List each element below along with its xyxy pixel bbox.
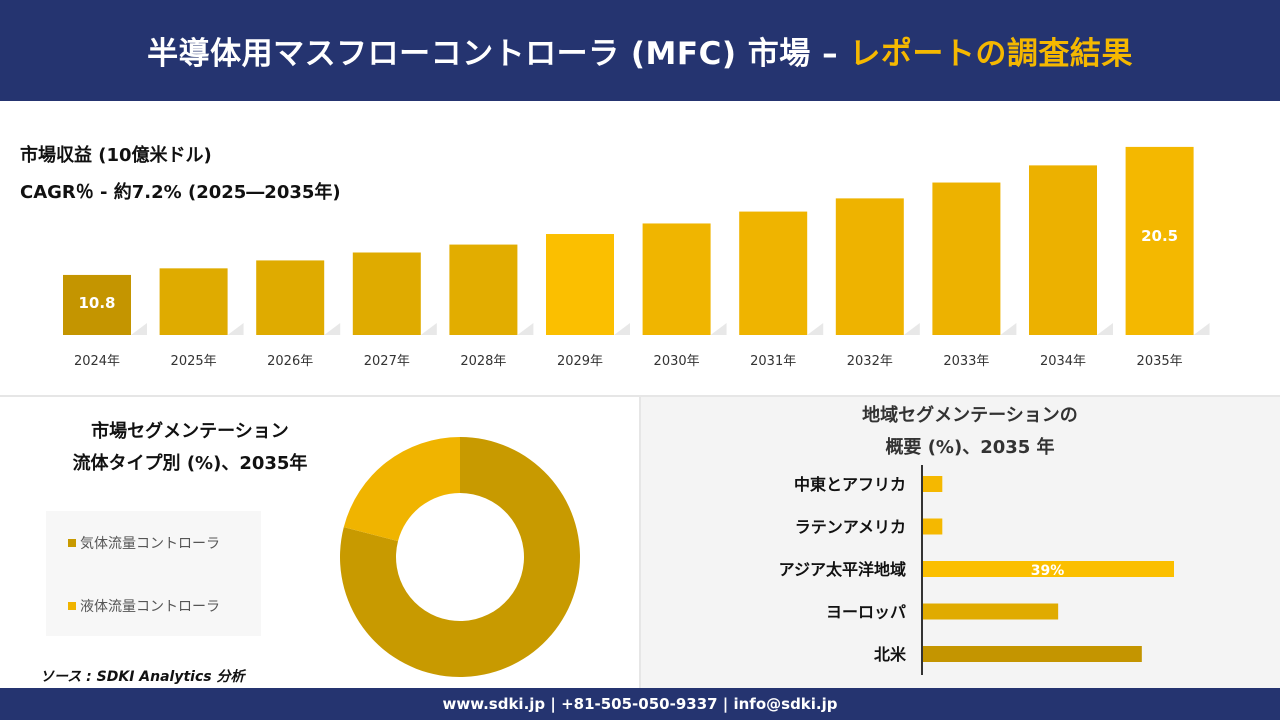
revenue-bar-chart: 2024年 10.8 2025年 2026年 2027年 2028年 2029年 2030年 2… <box>63 146 1210 369</box>
region-bar <box>923 561 1174 577</box>
divider <box>639 397 641 688</box>
bar-shadow <box>1097 323 1113 335</box>
bar-2030年 <box>642 223 711 335</box>
bar-shadow <box>1193 323 1210 335</box>
region-chart-title: 地域セグメンテーションの 概要 (%)、2035 年 <box>862 405 1078 458</box>
bar-2034年 <box>1029 165 1097 335</box>
bar-shadow <box>517 323 534 335</box>
bar-shadow <box>710 323 727 335</box>
x-tick-label: 2032年 <box>847 354 893 369</box>
title-highlight: レポートの調査結果 <box>849 36 1133 72</box>
bar-2024年 <box>63 274 131 335</box>
region-label: 北米 <box>874 645 907 664</box>
bar-shadow <box>807 323 824 335</box>
bar-shadow <box>614 323 630 335</box>
bar-2032年 <box>835 198 904 335</box>
bar-2029年 <box>546 234 614 335</box>
divider <box>0 395 1280 397</box>
footer-contact: www.sdki.jp | +81-505-050-9337 | info@sd… <box>0 688 1280 720</box>
page-title: 半導体用マスフローコントローラ (MFC) 市場 – レポートの調査結果 <box>0 0 1280 101</box>
bar-2025年 <box>159 268 228 335</box>
bar-data-label: 20.5 <box>1141 227 1178 245</box>
cagr-label: CAGR％ - 約7.2% (2025―2035年) <box>20 182 341 203</box>
fluid-chart-title: 市場セグメンテーション 流体タイプ別 (%)、2035年 <box>72 421 308 474</box>
region-label: ヨーロッパ <box>826 603 906 622</box>
bar-shadow <box>227 323 244 335</box>
legend-swatch <box>68 539 76 547</box>
bar-shadow <box>903 323 920 335</box>
region-bar <box>923 518 943 535</box>
donut-slice-liquid <box>343 437 460 542</box>
revenue-unit-label: 市場収益 (10億米ドル) <box>20 145 212 166</box>
bar-shadow <box>131 323 147 335</box>
region-label: アジア太平洋地域 <box>779 560 906 579</box>
bar-2026年 <box>256 260 325 335</box>
donut-slice-gas <box>340 437 580 677</box>
region-bar <box>923 646 1142 662</box>
legend-swatch <box>68 602 76 610</box>
title-main: 半導体用マスフローコントローラ (MFC) 市場 – <box>147 36 839 72</box>
region-label: 中東とアフリカ <box>794 475 906 494</box>
bar-shadow <box>1000 323 1017 335</box>
bar-2031年 <box>739 211 808 335</box>
x-tick-label: 2026年 <box>267 354 313 369</box>
legend-item: 液体流量コントローラ <box>68 596 220 616</box>
source-note: ソース : SDKI Analytics 分析 <box>40 669 245 685</box>
bar-shadow <box>324 323 341 335</box>
region-bar <box>923 476 943 492</box>
bar-data-label: 10.8 <box>78 294 115 312</box>
x-tick-label: 2029年 <box>557 354 603 369</box>
x-tick-label: 2031年 <box>750 354 796 369</box>
legend-item: 気体流量コントローラ <box>68 533 220 553</box>
bar-2033年 <box>932 182 1001 335</box>
x-tick-label: 2027年 <box>364 354 410 369</box>
x-tick-label: 2033年 <box>943 354 989 369</box>
bar-2028年 <box>449 244 518 335</box>
x-tick-label: 2025年 <box>171 354 217 369</box>
region-panel <box>641 397 1280 688</box>
fluid-donut-chart <box>340 437 580 677</box>
region-data-label: 39% <box>1031 563 1065 579</box>
x-tick-label: 2028年 <box>460 354 506 369</box>
region-bar <box>923 603 1059 620</box>
x-tick-label: 2024年 <box>74 354 120 369</box>
x-tick-label: 2035年 <box>1137 354 1183 369</box>
x-tick-label: 2030年 <box>654 354 700 369</box>
bar-shadow <box>420 323 437 335</box>
region-label: ラテンアメリカ <box>795 518 906 537</box>
x-tick-label: 2034年 <box>1040 354 1086 369</box>
bar-2027年 <box>352 252 421 335</box>
bar-2035年 <box>1125 146 1194 335</box>
donut-legend: 気体流量コントローラ 液体流量コントローラ <box>46 511 261 636</box>
